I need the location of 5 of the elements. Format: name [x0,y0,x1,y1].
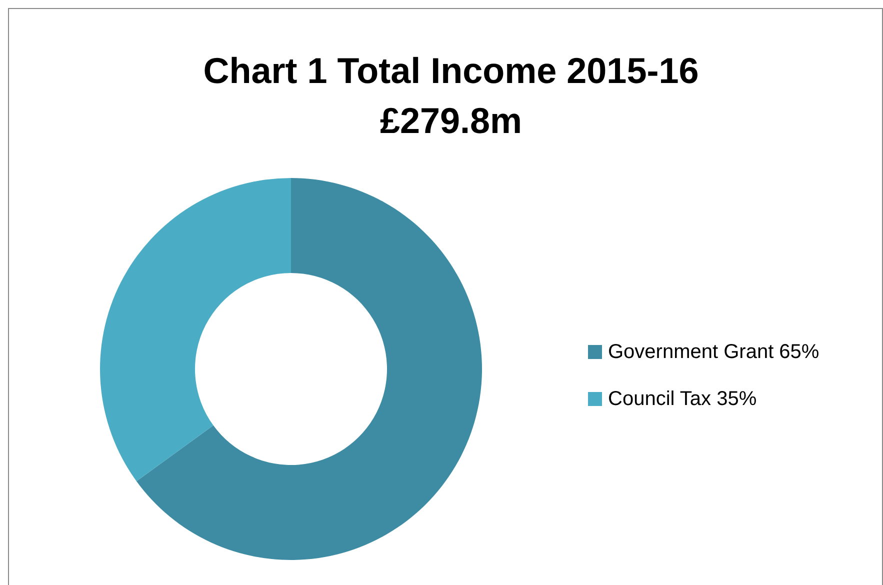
legend-label: Government Grant 65% [608,341,820,363]
donut-slice [100,178,291,482]
donut-slice [136,178,482,560]
chart-title: Chart 1 Total Income 2015-16 £279.8m [203,50,699,141]
legend-label: Council Tax 35% [608,388,757,410]
